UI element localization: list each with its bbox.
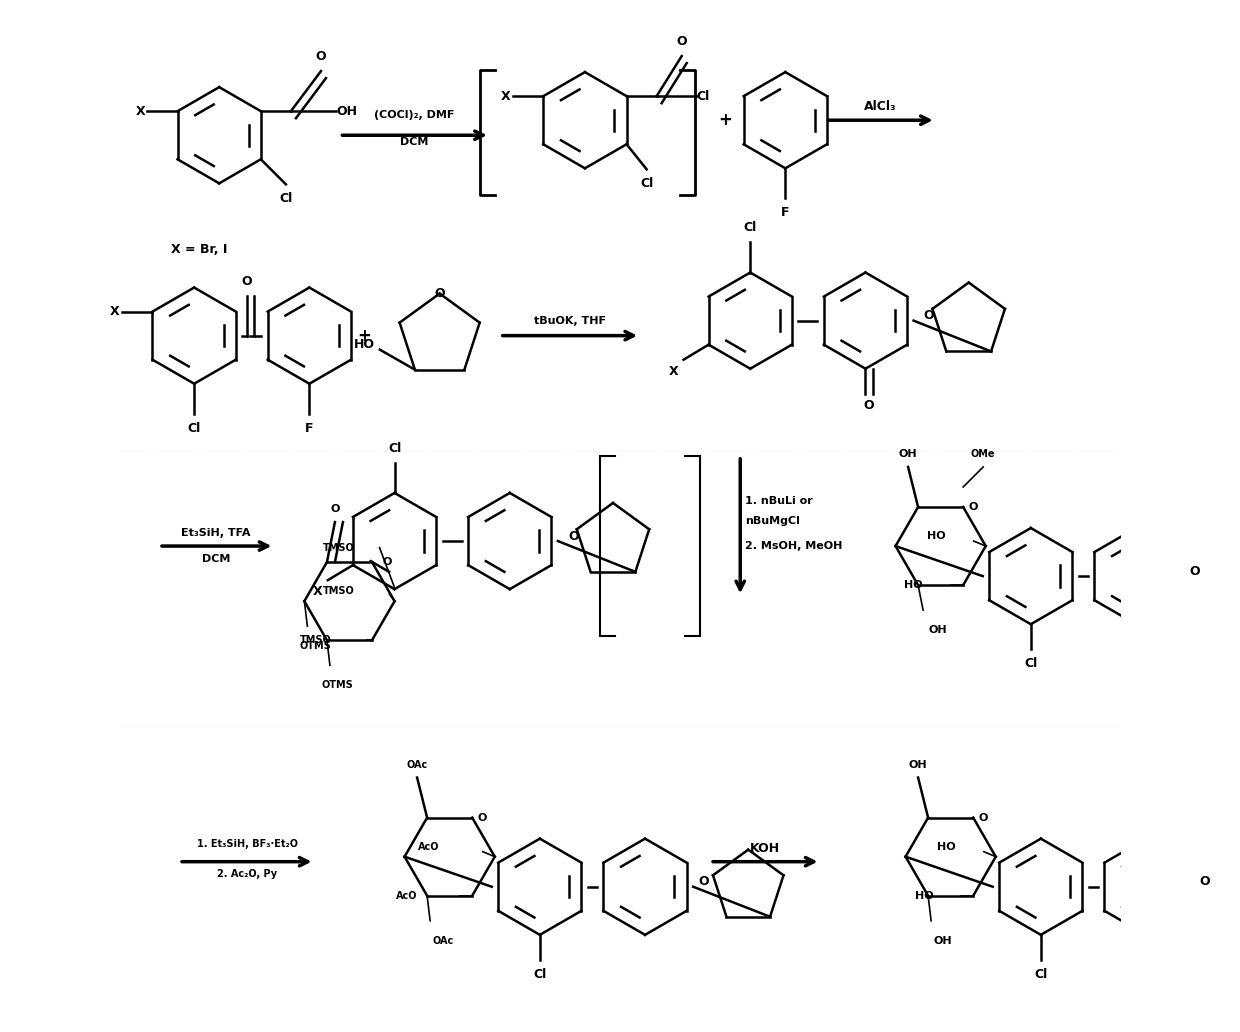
Text: OH: OH bbox=[899, 449, 918, 459]
Text: F: F bbox=[305, 422, 314, 434]
Text: TMSO: TMSO bbox=[322, 586, 355, 596]
Text: AcO: AcO bbox=[396, 891, 417, 901]
Text: Cl: Cl bbox=[388, 442, 402, 455]
Text: 1. Et₃SiH, BF₃·Et₂O: 1. Et₃SiH, BF₃·Et₂O bbox=[197, 839, 298, 848]
Text: OH: OH bbox=[934, 936, 952, 945]
Text: 2. Ac₂O, Py: 2. Ac₂O, Py bbox=[217, 869, 278, 878]
Text: F: F bbox=[781, 206, 790, 220]
Text: 1. nBuLi or: 1. nBuLi or bbox=[745, 496, 813, 506]
Text: Et₃SiH, TFA: Et₃SiH, TFA bbox=[181, 528, 250, 538]
Text: nBuMgCl: nBuMgCl bbox=[745, 516, 800, 526]
Text: TMSO: TMSO bbox=[322, 543, 355, 552]
Text: O: O bbox=[477, 812, 486, 823]
Text: O: O bbox=[676, 35, 687, 49]
Text: O: O bbox=[698, 875, 709, 889]
Text: O: O bbox=[1199, 875, 1210, 889]
Text: X: X bbox=[110, 305, 119, 318]
Text: HO: HO bbox=[928, 531, 946, 541]
Text: 2. MsOH, MeOH: 2. MsOH, MeOH bbox=[745, 541, 843, 551]
Text: +: + bbox=[718, 111, 732, 129]
Text: X = Br, I: X = Br, I bbox=[171, 244, 227, 257]
Text: OTMS: OTMS bbox=[322, 680, 353, 690]
Text: X: X bbox=[314, 585, 322, 599]
Text: O: O bbox=[434, 287, 445, 300]
Text: O: O bbox=[968, 502, 977, 512]
Text: Cl: Cl bbox=[533, 968, 547, 980]
Text: OH: OH bbox=[909, 760, 928, 770]
Text: Cl: Cl bbox=[744, 222, 756, 234]
Text: OTMS: OTMS bbox=[299, 641, 331, 651]
Text: OAc: OAc bbox=[432, 936, 454, 945]
Text: O: O bbox=[330, 504, 340, 514]
Text: HO: HO bbox=[915, 891, 934, 901]
Text: Cl: Cl bbox=[187, 422, 201, 434]
Text: (COCl)₂, DMF: (COCl)₂, DMF bbox=[374, 110, 455, 120]
Text: O: O bbox=[568, 529, 579, 543]
Text: X: X bbox=[501, 90, 510, 102]
Text: tBuOK, THF: tBuOK, THF bbox=[534, 316, 606, 326]
Text: X: X bbox=[136, 104, 145, 118]
Text: DCM: DCM bbox=[401, 137, 429, 148]
Text: Cl: Cl bbox=[697, 90, 711, 102]
Text: O: O bbox=[924, 310, 934, 322]
Text: O: O bbox=[863, 398, 874, 412]
Text: OAc: OAc bbox=[407, 760, 428, 770]
Text: O: O bbox=[242, 275, 252, 288]
Text: Cl: Cl bbox=[1024, 657, 1038, 670]
Text: HO: HO bbox=[937, 842, 956, 851]
Text: O: O bbox=[382, 557, 392, 568]
Text: OH: OH bbox=[336, 104, 357, 118]
Text: AlCl₃: AlCl₃ bbox=[864, 100, 897, 114]
Text: OH: OH bbox=[928, 625, 947, 635]
Text: O: O bbox=[316, 51, 326, 63]
Text: OMe: OMe bbox=[971, 449, 996, 459]
Text: DCM: DCM bbox=[202, 554, 231, 565]
Text: AcO: AcO bbox=[418, 842, 440, 851]
Text: HO: HO bbox=[353, 338, 374, 351]
Text: O: O bbox=[978, 812, 987, 823]
Text: +: + bbox=[357, 327, 372, 345]
Text: O: O bbox=[1189, 565, 1200, 578]
Text: TMSO: TMSO bbox=[300, 636, 332, 645]
Text: X: X bbox=[668, 364, 678, 378]
Text: KOH: KOH bbox=[750, 842, 780, 854]
Text: HO: HO bbox=[904, 580, 923, 590]
Text: Cl: Cl bbox=[640, 178, 653, 190]
Text: Cl: Cl bbox=[1034, 968, 1048, 980]
Text: Cl: Cl bbox=[279, 192, 293, 205]
